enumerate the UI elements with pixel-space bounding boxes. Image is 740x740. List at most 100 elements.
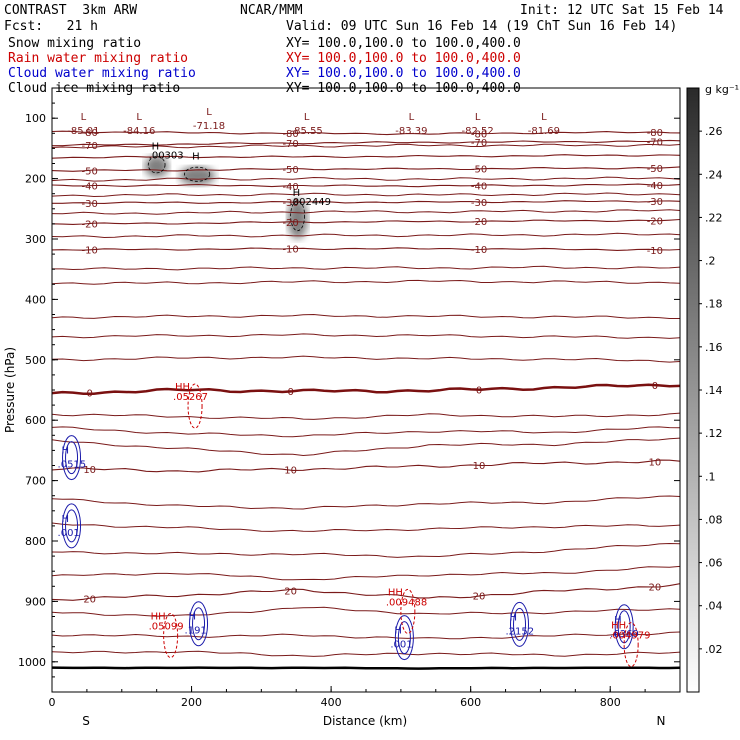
temperature-contour-label: -10 xyxy=(647,246,663,257)
valid-time: Valid: 09 UTC Sun 16 Feb 14 (19 ChT Sun … xyxy=(286,19,678,34)
colorbar-tick-label: .18 xyxy=(705,298,723,311)
field-name-cloud-water: Cloud water mixing ratio xyxy=(8,66,196,81)
temperature-line-15 xyxy=(52,542,680,558)
temperature-contour-label: -20 xyxy=(471,217,487,228)
temperature-contour-label: -40 xyxy=(82,182,98,193)
temperature-line-2 xyxy=(52,192,680,198)
low-marker: L xyxy=(541,112,547,123)
temperature-contour-label: -10 xyxy=(282,245,298,256)
cloud-water-contour xyxy=(510,601,530,647)
snow-contour-2 xyxy=(290,200,306,232)
temperature-contour-label: 10 xyxy=(284,465,297,476)
cloud-water-feature-4 xyxy=(510,601,530,647)
temperature-contour-label: -80 xyxy=(471,129,487,140)
cloud-water-contour xyxy=(65,441,79,475)
field-xy-snow: XY= 100.0,100.0 to 100.0,400.0 xyxy=(286,36,521,51)
y-axis-title: Pressure (hPa) xyxy=(3,347,17,433)
temperature-line-14 xyxy=(52,522,680,532)
snow-max-marker: H xyxy=(293,188,301,199)
field-xy-rain: XY= 100.0,100.0 to 100.0,400.0 xyxy=(286,51,521,66)
colorbar-tick-label: .16 xyxy=(705,341,723,354)
x-tick-label: 0 xyxy=(49,696,56,709)
rain-max-value: .009488 xyxy=(386,597,427,608)
y-tick-label: 500 xyxy=(25,354,46,367)
y-tick-label: 700 xyxy=(25,475,46,488)
cloud-water-feature-0 xyxy=(62,435,82,481)
x-tick-label: 600 xyxy=(460,696,481,709)
temperature-contour-label: -50 xyxy=(282,165,298,176)
cloud-water-max-value: .191 xyxy=(185,626,207,637)
cloud-water-max-marker: H xyxy=(394,626,402,637)
temperature-line-3 xyxy=(52,209,680,215)
temperature-contour-label: 0 xyxy=(652,381,658,392)
low-marker-value: -71.18 xyxy=(193,121,225,132)
temperature-line-10 xyxy=(52,412,680,420)
y-tick-label: 600 xyxy=(25,414,46,427)
left-endpoint-label: S xyxy=(82,714,90,728)
temperature-line-1 xyxy=(52,176,680,182)
snow-contour-0 xyxy=(147,156,166,174)
cloud-water-contour xyxy=(397,621,411,655)
temperature-contour-label: -40 xyxy=(471,182,487,193)
temperature-contour-5 xyxy=(52,200,680,204)
temperature-contour-6 xyxy=(52,218,680,225)
temperature-contour-label: -50 xyxy=(82,167,98,178)
cloud-water-max-value: .2152 xyxy=(506,626,535,637)
temperature-line-7 xyxy=(52,313,680,319)
model-title: CONTRAST 3km ARW xyxy=(4,3,138,18)
temperature-contour-2 xyxy=(52,154,680,159)
field-xy-cloud-water: XY= 100.0,100.0 to 100.0,400.0 xyxy=(286,66,521,81)
temperature-contour-label: -10 xyxy=(471,245,487,256)
org-title: NCAR/MMM xyxy=(240,3,303,18)
temperature-line-13 xyxy=(52,495,680,510)
colorbar-tick-label: .2 xyxy=(705,255,716,268)
temperature-contour-4 xyxy=(52,183,680,188)
temperature-contour-label: 0 xyxy=(86,389,92,400)
cloud-water-contour xyxy=(62,503,82,549)
snow-max-value: .00303 xyxy=(149,150,184,161)
temperature-line-4 xyxy=(52,232,680,239)
snow-shading-1 xyxy=(179,166,216,186)
cloud-water-max-marker: H xyxy=(614,615,622,626)
colorbar-tick-label: .14 xyxy=(705,384,723,397)
temperature-contour-9 xyxy=(52,459,680,473)
colorbar-tick-label: .06 xyxy=(705,557,723,570)
colorbar-tick-label: .08 xyxy=(705,513,723,526)
rain-contour-1 xyxy=(400,588,416,634)
temperature-contour-label: 20 xyxy=(649,582,662,593)
temperature-contour-label: 20 xyxy=(284,586,297,597)
cloud-water-max-value: .001 xyxy=(390,640,412,651)
colorbar-unit: g kg⁻¹ xyxy=(705,83,739,96)
rain-contour-2 xyxy=(163,613,179,659)
forecast-hour: Fcst: 21 h xyxy=(4,19,98,34)
y-tick-label: 100 xyxy=(25,112,46,125)
low-marker: L xyxy=(475,112,481,123)
colorbar-tick-label: .12 xyxy=(705,427,723,440)
rain-max-value: .05267 xyxy=(173,392,208,403)
temperature-contour-label: -30 xyxy=(647,197,663,208)
temperature-contour-10 xyxy=(52,583,680,601)
temperature-line-6 xyxy=(52,279,680,285)
cloud-water-max-value: .6369 xyxy=(610,629,639,640)
cloud-water-max-value: .0515 xyxy=(58,460,87,471)
low-marker-value: -82.52 xyxy=(462,126,494,137)
rain-max-value: .05099 xyxy=(149,622,184,633)
rain-max-marker: HH xyxy=(151,612,166,623)
temperature-contour-label: -20 xyxy=(82,220,98,231)
colorbar-tick-label: .22 xyxy=(705,211,723,224)
colorbar xyxy=(686,87,700,693)
cloud-water-contour xyxy=(513,607,527,641)
temperature-contour-label: 0 xyxy=(476,385,482,396)
rain-contour-0 xyxy=(187,383,203,429)
temperature-contour-label: -70 xyxy=(471,138,487,149)
cloud-water-max-marker: H xyxy=(62,446,70,457)
rain-max-marker: HH xyxy=(611,621,626,632)
temperature-contour-label: -70 xyxy=(82,141,98,152)
cloud-water-contour xyxy=(394,615,414,661)
temperature-contour-0 xyxy=(52,130,680,136)
init-time: Init: 12 UTC Sat 15 Feb 14 xyxy=(520,3,724,18)
cloud-water-contour xyxy=(189,601,209,647)
temperature-contour-1 xyxy=(52,139,680,147)
temperature-contour-label: 0 xyxy=(287,387,293,398)
